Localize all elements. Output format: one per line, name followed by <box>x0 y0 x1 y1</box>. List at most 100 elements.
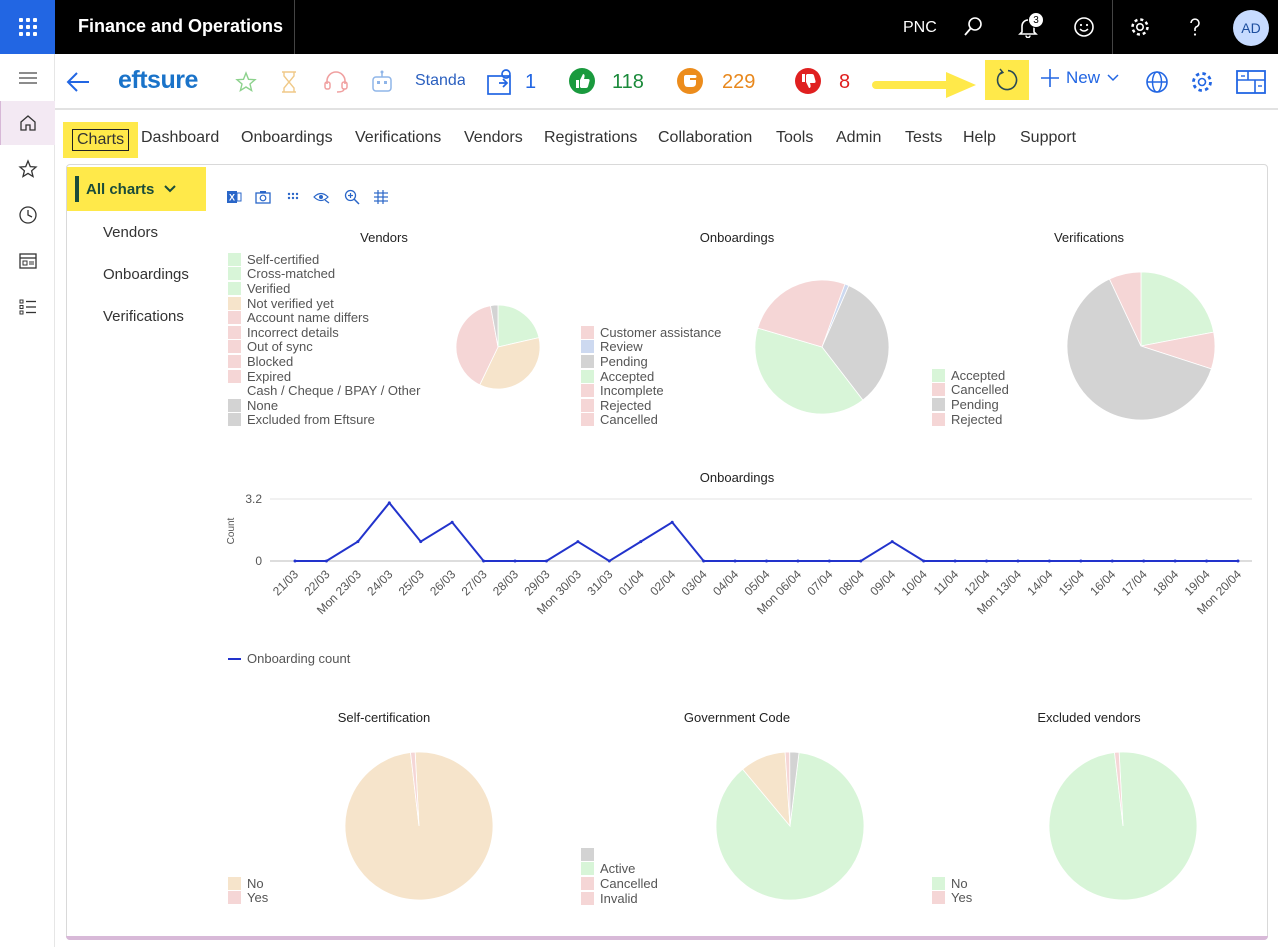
data-point[interactable] <box>827 559 831 563</box>
settings-gear-icon[interactable] <box>1189 69 1215 100</box>
pie-slice-excluded-from-eftsure[interactable] <box>490 304 499 348</box>
search-icon[interactable] <box>958 12 988 42</box>
legend-item[interactable]: Pending <box>581 354 721 369</box>
menu-item-support[interactable]: Support <box>1020 129 1077 146</box>
hand-pending-icon[interactable] <box>676 67 704 100</box>
menu-item-dashboard[interactable]: Dashboard <box>141 129 220 146</box>
legend-item[interactable]: Pending <box>932 397 1009 412</box>
data-point[interactable] <box>765 559 768 563</box>
data-point[interactable] <box>1205 559 1209 563</box>
assigned-count[interactable]: 1 <box>525 71 537 93</box>
data-point[interactable] <box>985 559 989 563</box>
legend-item[interactable]: Rejected <box>581 398 721 413</box>
data-point[interactable] <box>702 559 706 563</box>
legend-item[interactable]: No <box>932 876 972 891</box>
legend-item[interactable]: Cancelled <box>932 382 1009 397</box>
new-button[interactable]: New <box>1040 68 1120 88</box>
robot-icon[interactable] <box>369 69 395 100</box>
assigned-to-me-icon[interactable] <box>485 66 517 103</box>
menu-item-registrations[interactable]: Registrations <box>544 129 638 146</box>
legend-item[interactable]: Expired <box>228 369 420 384</box>
pie-slice-pending[interactable] <box>1066 278 1212 421</box>
globe-icon[interactable] <box>1144 69 1170 100</box>
data-point[interactable] <box>890 540 894 544</box>
menu-item-admin[interactable]: Admin <box>836 129 882 146</box>
pie-slice-account-name-differs[interactable] <box>455 305 499 386</box>
camera-icon[interactable] <box>254 188 272 206</box>
data-point[interactable] <box>922 559 926 563</box>
data-point[interactable] <box>324 559 328 563</box>
data-point[interactable] <box>607 559 611 563</box>
data-point[interactable] <box>450 520 454 524</box>
pending-count[interactable]: 229 <box>722 71 756 93</box>
app-title[interactable]: Finance and Operations <box>78 16 284 36</box>
hourglass-icon[interactable] <box>279 70 299 99</box>
legend-item[interactable] <box>581 847 658 862</box>
back-arrow-icon[interactable] <box>65 70 91 99</box>
modules-list-icon[interactable] <box>0 285 55 329</box>
pivot-icon[interactable] <box>372 188 390 206</box>
legend-item[interactable]: Yes <box>228 890 268 905</box>
home-icon[interactable] <box>0 101 55 145</box>
data-point[interactable] <box>796 559 800 563</box>
data-point[interactable] <box>513 559 517 563</box>
legend-item[interactable]: Excluded from Eftsure <box>228 412 420 427</box>
legend-item[interactable]: Cross-matched <box>228 266 420 281</box>
layout-grid-icon[interactable] <box>1235 68 1267 101</box>
legend-item[interactable]: Review <box>581 339 721 354</box>
help-icon[interactable] <box>1180 12 1210 42</box>
pie-slice-pending[interactable] <box>821 285 890 401</box>
gear-icon[interactable] <box>1125 12 1155 42</box>
legend-item[interactable]: None <box>228 398 420 413</box>
legend-item[interactable]: Not verified yet <box>228 296 420 311</box>
pie-slice-rejected[interactable] <box>1108 271 1142 347</box>
data-point[interactable] <box>1079 559 1083 563</box>
data-point[interactable] <box>639 540 643 544</box>
legend-item[interactable]: Accepted <box>581 369 721 384</box>
pie-slice-accepted[interactable] <box>1140 271 1215 347</box>
menu-item-tests[interactable]: Tests <box>905 129 943 146</box>
rejected-count[interactable]: 8 <box>839 71 851 93</box>
sidebar-item-verifications[interactable]: Verifications <box>103 308 184 325</box>
hamburger-icon[interactable] <box>0 56 55 100</box>
data-point[interactable] <box>1142 559 1146 563</box>
pie-chart-government-code[interactable] <box>715 751 865 901</box>
legend-item[interactable]: Customer assistance <box>581 325 721 340</box>
pie-chart-excluded-vendors[interactable] <box>1048 751 1198 901</box>
recent-clock-icon[interactable] <box>0 193 55 237</box>
excel-export-icon[interactable]: X <box>225 188 243 206</box>
data-point[interactable] <box>859 559 863 563</box>
data-point[interactable] <box>1110 559 1114 563</box>
zoom-in-icon[interactable] <box>343 188 361 206</box>
legend-item[interactable]: Yes <box>932 890 972 905</box>
sidebar-item-vendors[interactable]: Vendors <box>103 224 159 241</box>
favorite-star-icon[interactable] <box>235 71 257 98</box>
legend-item[interactable]: Invalid <box>581 891 658 906</box>
menu-item-vendors[interactable]: Vendors <box>464 129 523 146</box>
all-charts-dropdown[interactable]: All charts <box>67 167 206 211</box>
legend-item[interactable]: Rejected <box>932 412 1009 427</box>
headset-support-icon[interactable] <box>323 70 349 99</box>
workspaces-icon[interactable] <box>0 239 55 283</box>
data-point[interactable] <box>953 559 957 563</box>
legend-item[interactable]: Incorrect details <box>228 325 420 340</box>
series-line-onboarding-count[interactable] <box>295 501 1238 563</box>
legend-item[interactable]: Cancelled <box>581 876 658 891</box>
menu-item-tools[interactable]: Tools <box>776 129 814 146</box>
data-point[interactable] <box>670 520 674 524</box>
avatar[interactable]: AD <box>1233 10 1269 46</box>
smiley-icon[interactable] <box>1069 12 1099 42</box>
data-point[interactable] <box>733 559 737 563</box>
menu-item-help[interactable]: Help <box>963 129 996 146</box>
pie-chart-onboardings[interactable] <box>754 279 890 415</box>
pie-slice-verified[interactable] <box>497 304 540 348</box>
pie-slice-yes[interactable] <box>410 751 420 827</box>
legend-item[interactable]: Cash / Cheque / BPAY / Other <box>228 383 420 398</box>
pie-slice-unlabeled[interactable] <box>789 751 800 827</box>
company-picker[interactable]: PNC <box>903 19 937 36</box>
data-point[interactable] <box>1016 559 1020 563</box>
data-point[interactable] <box>356 540 360 544</box>
data-point[interactable] <box>1047 559 1051 563</box>
view-data-icon[interactable] <box>313 188 331 206</box>
